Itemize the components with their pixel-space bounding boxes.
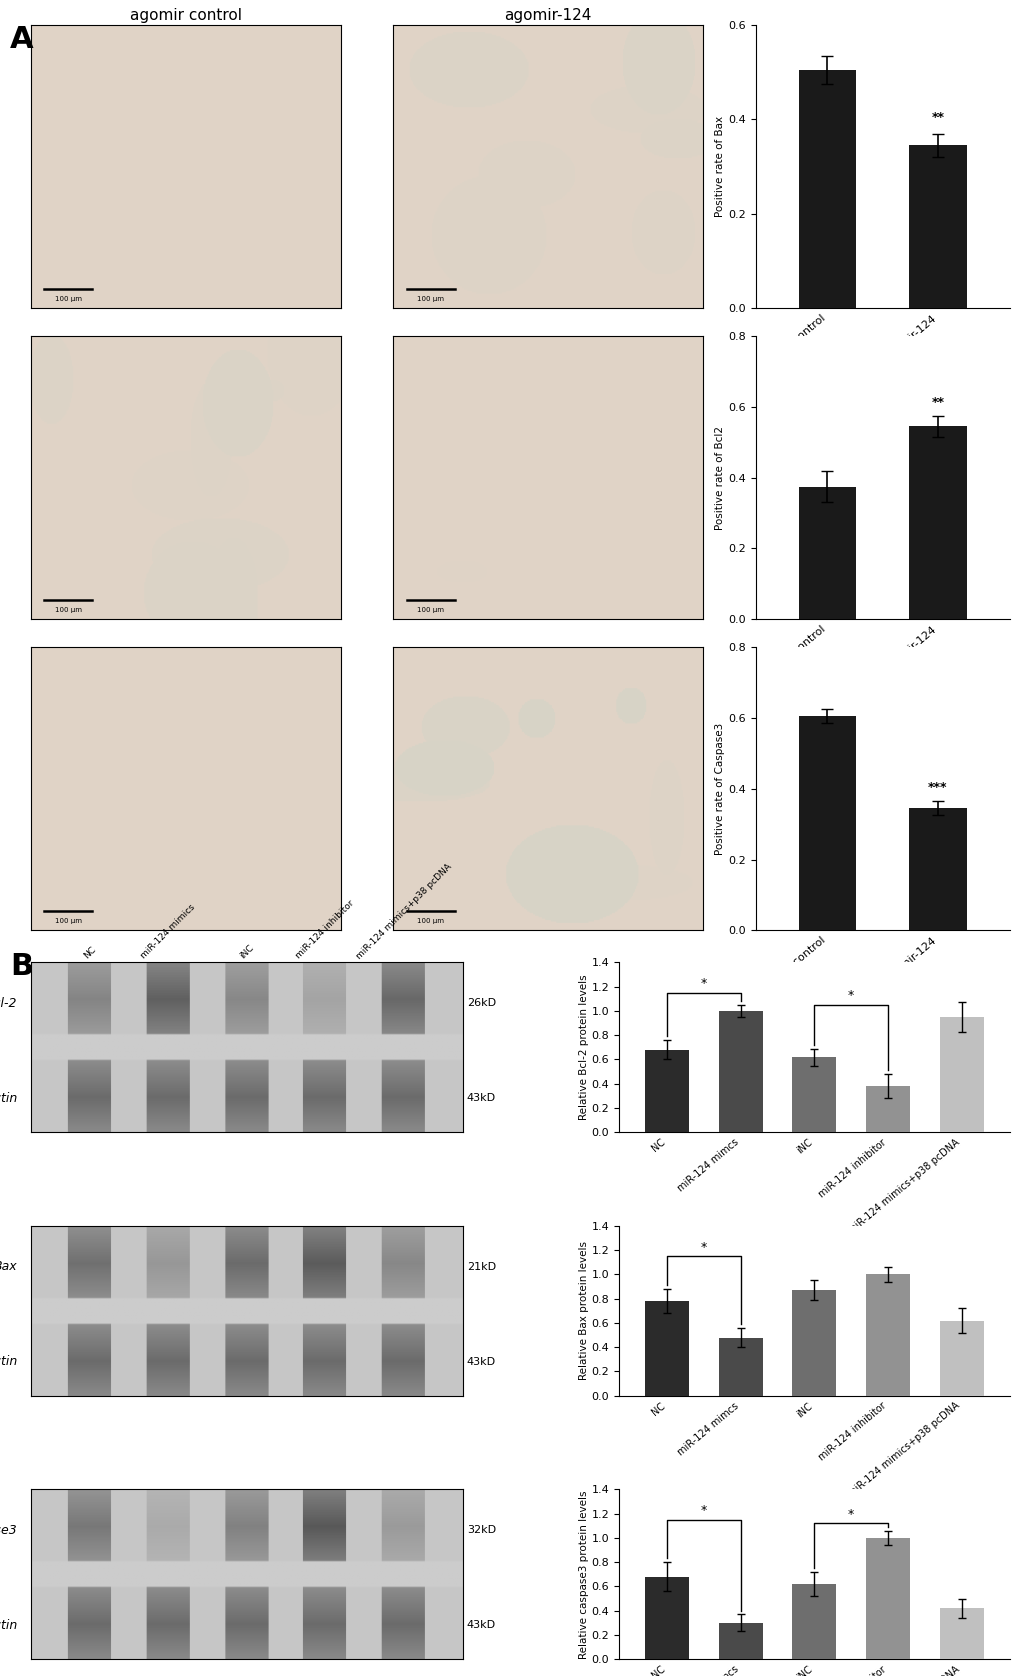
Text: 100 μm: 100 μm [55,607,82,613]
Title: agomir-124: agomir-124 [504,8,591,22]
Bar [938,1609,983,1659]
Text: B: B [10,952,34,980]
Y-axis label: Relative caspase3 protein levels: Relative caspase3 protein levels [578,1490,588,1659]
Bar [717,1337,762,1396]
Bar [644,1577,688,1659]
Title: agomir control: agomir control [129,8,242,22]
Text: 100 μm: 100 μm [55,918,82,923]
Bar [938,1017,983,1133]
Text: *: * [847,1508,854,1520]
Text: Bax: Bax [0,1260,17,1274]
Bar [938,1321,983,1396]
Bar [717,1622,762,1659]
Text: β-actin: β-actin [0,1356,17,1368]
Bar [644,1301,688,1396]
Bar [717,1011,762,1133]
Bar [792,1058,836,1133]
Y-axis label: Positive rate of Bcl2: Positive rate of Bcl2 [714,426,725,530]
Bar [792,1291,836,1396]
Text: 43kD: 43kD [467,1093,495,1103]
Bar [644,1049,688,1133]
Bar [798,716,855,930]
Text: miR-124 mimics: miR-124 mimics [139,903,197,960]
Text: caspase3: caspase3 [0,1523,17,1537]
Y-axis label: Relative Bcl-2 protein levels: Relative Bcl-2 protein levels [578,974,588,1120]
Text: **: ** [930,111,944,124]
Text: miR-124 inhibitor: miR-124 inhibitor [293,898,356,960]
Text: Bcl-2: Bcl-2 [0,997,17,1009]
Text: ***: *** [927,781,947,794]
Y-axis label: Positive rate of Bax: Positive rate of Bax [714,116,725,218]
Bar [908,808,966,930]
Bar [792,1584,836,1659]
Text: β-actin: β-actin [0,1091,17,1104]
Bar [865,1274,909,1396]
Text: 32kD: 32kD [467,1525,495,1535]
Bar [865,1086,909,1133]
Text: *: * [700,977,706,991]
Bar [908,146,966,308]
Y-axis label: Relative Bax protein levels: Relative Bax protein levels [578,1242,588,1381]
Bar [798,486,855,618]
Text: iNC: iNC [237,944,255,960]
Text: β-actin: β-actin [0,1619,17,1632]
Y-axis label: Positive rate of Caspase3: Positive rate of Caspase3 [714,722,725,855]
Text: 43kD: 43kD [467,1358,495,1368]
Text: 100 μm: 100 μm [417,297,444,302]
Text: NC: NC [82,945,97,960]
Text: 21kD: 21kD [467,1262,495,1272]
Bar [798,70,855,308]
Bar [908,426,966,618]
Text: **: ** [930,396,944,409]
Text: miR-124 mimics+p38 pcDNA: miR-124 mimics+p38 pcDNA [354,861,452,960]
Text: 100 μm: 100 μm [55,297,82,302]
Text: 100 μm: 100 μm [417,607,444,613]
Text: 100 μm: 100 μm [417,918,444,923]
Text: A: A [10,25,34,54]
Text: *: * [700,1240,706,1254]
Text: *: * [700,1503,706,1517]
Text: *: * [847,989,854,1002]
Bar [865,1539,909,1659]
Text: 43kD: 43kD [467,1621,495,1631]
Text: 26kD: 26kD [467,999,495,1009]
